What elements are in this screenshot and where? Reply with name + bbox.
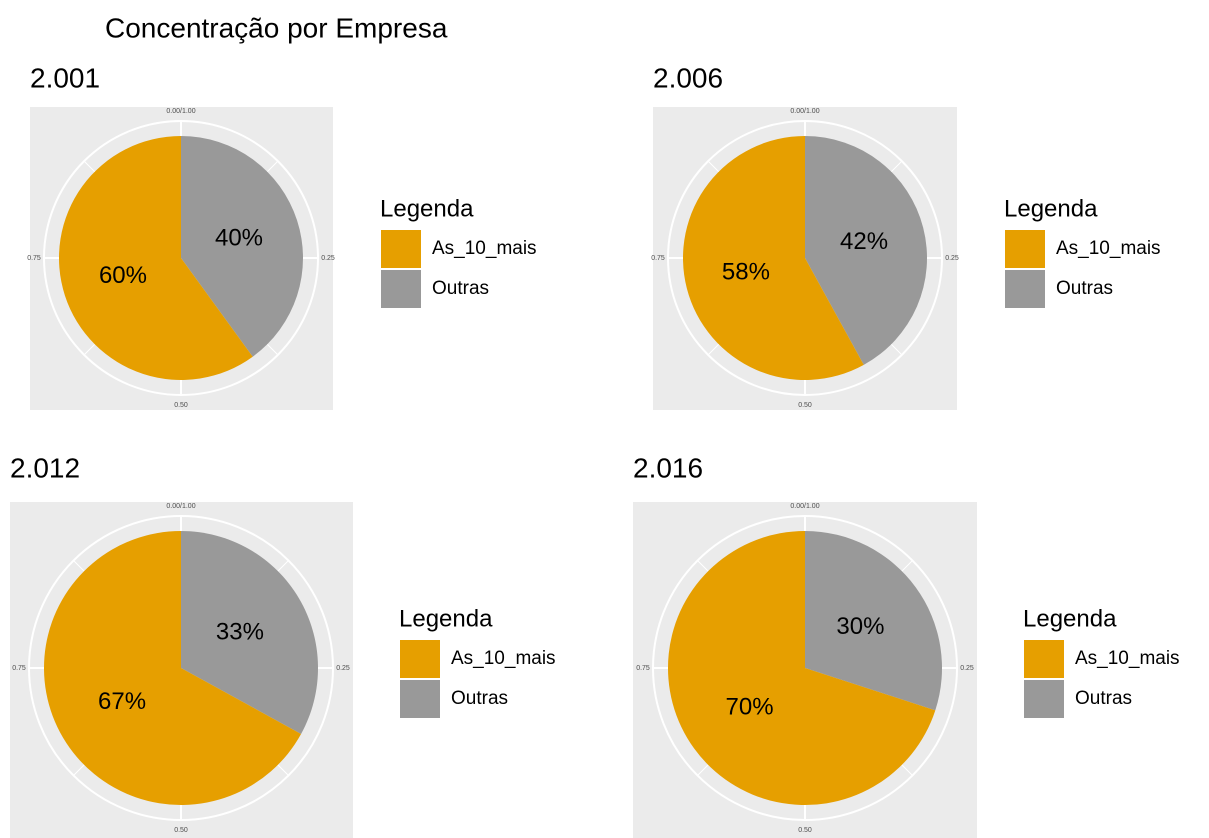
pie-slice [43,531,302,806]
legend-title: Legenda [1004,195,1098,222]
legend-key [400,640,440,678]
legend-label: As_10_mais [432,238,537,259]
legend-key [1005,230,1045,268]
legend-key [381,230,421,268]
chart-title: 2.001 [30,62,100,93]
pie-slice [805,531,943,711]
slice-label: 30% [836,613,884,640]
slice-label: 42% [840,228,888,255]
angle-tick-label: 0.25 [336,665,350,672]
chart-title: 2.006 [653,62,723,93]
legend-label: Outras [432,278,489,299]
chart-title: 2.012 [10,452,80,483]
legend-label: As_10_mais [1075,648,1180,669]
angle-tick-label: 0.25 [945,255,959,262]
legend-key [1024,640,1064,678]
slice-label: 60% [99,262,147,289]
pie-slice [181,136,303,357]
legend-title: Legenda [399,605,493,632]
legend-title: Legenda [380,195,474,222]
angle-tick-label: 0.75 [12,665,26,672]
angle-tick-label: 0.50 [174,827,188,834]
legend-key [1024,680,1064,718]
legend-label: Outras [1075,688,1132,709]
legend-label: Outras [451,688,508,709]
angle-tick-label: 0.50 [798,402,812,409]
chart-title: 2.016 [633,452,703,483]
angle-tick-label: 0.00/1.00 [790,108,819,115]
legend-key [381,270,421,308]
angle-tick-label: 0.25 [321,255,335,262]
angle-tick-label: 0.00/1.00 [166,108,195,115]
angle-tick-label: 0.50 [798,827,812,834]
pie-slice [805,136,927,365]
legend-label: As_10_mais [451,648,556,669]
angle-tick-label: 0.75 [636,665,650,672]
angle-tick-label: 0.25 [960,665,974,672]
slice-label: 33% [216,618,264,645]
pie-slice [667,531,936,805]
legend-key [1005,270,1045,308]
slice-label: 70% [726,694,774,721]
angle-tick-label: 0.00/1.00 [166,503,195,510]
pie-slice [683,136,864,381]
pie-slice [181,531,318,735]
angle-tick-label: 0.50 [174,402,188,409]
page-title: Concentração por Empresa [105,12,448,43]
angle-tick-label: 0.00/1.00 [790,503,819,510]
pie-slice [58,136,253,380]
slice-label: 67% [98,688,146,715]
angle-tick-label: 0.75 [27,255,41,262]
legend-label: As_10_mais [1056,238,1161,259]
slice-label: 40% [215,224,263,251]
legend-label: Outras [1056,278,1113,299]
legend-title: Legenda [1023,605,1117,632]
angle-tick-label: 0.75 [651,255,665,262]
legend-key [400,680,440,718]
slice-label: 58% [722,259,770,286]
